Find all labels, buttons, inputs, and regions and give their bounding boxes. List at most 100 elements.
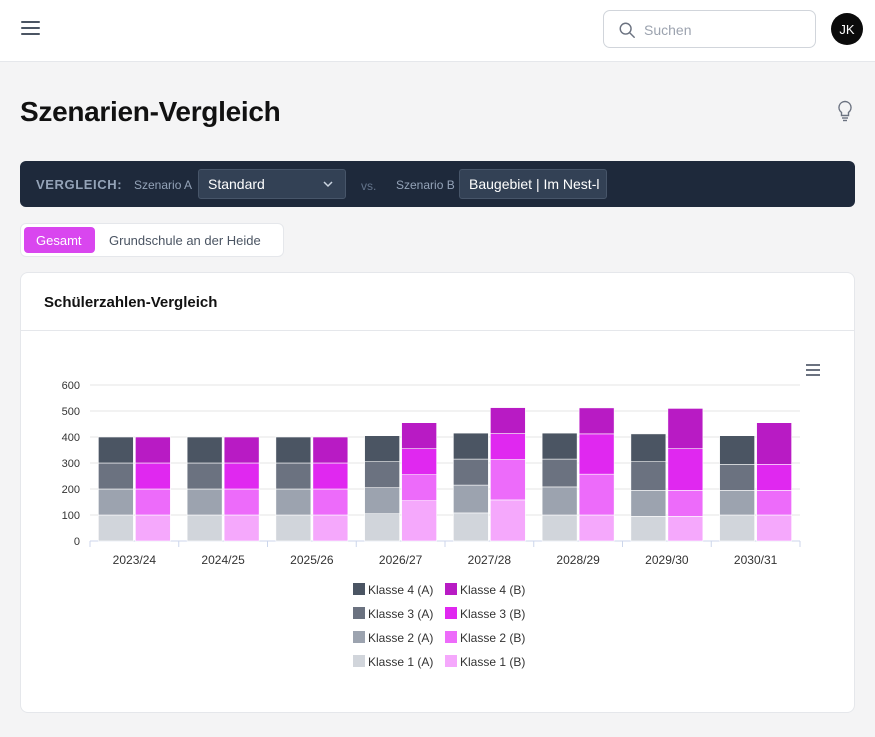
school-tabs: Gesamt Grundschule an der Heide [20,223,284,257]
bar-segment [453,432,489,460]
x-tick-label: 2025/26 [290,553,334,567]
bar-segment [401,422,437,449]
legend-swatch [445,583,457,595]
x-tick-label: 2024/25 [201,553,245,567]
vs-label: vs. [361,179,377,193]
legend-item: Klasse 2 (B) [460,631,525,645]
scenario-b-select[interactable]: Baugebiet | Im Nest-l [459,169,607,199]
bar-segment [312,488,349,516]
bar-segment [578,433,615,475]
bar-segment [630,516,667,542]
legend-item: Klasse 4 (B) [460,583,525,597]
avatar[interactable]: JK [831,13,863,45]
bar-segment [186,514,223,542]
bar-segment [364,435,400,462]
bar-segment [667,448,704,491]
bar-segment [719,464,755,491]
bar-segment [135,514,171,542]
bar-segment [541,458,578,488]
tab-grundschule-an-der-heide[interactable]: Grundschule an der Heide [109,233,261,248]
bar-segment [490,499,526,542]
x-tick-label: 2030/31 [734,553,778,567]
legend-swatch [445,631,457,643]
bar-segment [541,486,578,516]
bar-segment [630,490,667,517]
bar-segment [719,514,755,542]
bar-segment [223,488,260,516]
bar-segment [186,436,223,464]
tab-gesamt[interactable]: Gesamt [24,227,95,253]
legend-swatch [353,631,365,643]
bar-segment [667,490,704,517]
bar-segment [312,514,349,542]
x-tick-label: 2026/27 [379,553,423,567]
legend-item: Klasse 2 (A) [368,631,433,645]
bar-segment [630,433,667,463]
chart-menu-icon[interactable] [806,364,820,376]
bar-segment [98,436,134,464]
bar-segment [719,435,755,465]
legend-swatch [353,583,365,595]
bar-segment [312,436,349,464]
top-bar: JK [0,0,875,62]
bar-segment [630,461,667,491]
comparison-label: VERGLEICH: [36,177,123,192]
bar-segment [135,488,171,516]
legend-swatch [445,655,457,667]
bar-segment [667,408,704,449]
bar-segment [578,514,615,542]
scenario-a-label: Szenario A [134,178,193,192]
legend-swatch [445,607,457,619]
bar-segment [223,436,260,464]
legend-item: Klasse 3 (A) [368,607,433,621]
search-input[interactable] [644,19,804,41]
bar-segment [98,514,134,542]
bar-segment [275,514,312,542]
legend-item: Klasse 4 (A) [368,583,433,597]
bar-segment [186,462,223,490]
bar-segment [364,461,400,488]
scenario-a-select[interactable]: Standard [198,169,346,199]
search-icon [619,22,635,38]
bar-segment [541,514,578,542]
bar-segment [98,462,134,490]
divider [21,330,854,331]
lightbulb-icon[interactable] [836,100,854,122]
x-tick-label: 2023/24 [113,553,157,567]
y-tick-label: 200 [62,484,80,496]
chevron-down-icon [323,181,333,188]
student-numbers-chart: 0 100 200 300 400 500 600 2023/24 2024/25 2025/26… [62,380,801,669]
bar-segment [364,513,400,542]
comparison-bar: VERGLEICH: Szenario A Standard vs. Szena… [20,161,855,207]
bar-segment [453,458,489,486]
bar-segment [756,514,792,542]
legend-item: Klasse 3 (B) [460,607,525,621]
scenario-a-value: Standard [208,176,265,192]
bar-segment [275,436,312,464]
x-tick-label: 2028/29 [556,553,600,567]
y-tick-label: 100 [62,510,80,522]
bar-segment [541,432,578,460]
bar-segment [719,490,755,516]
y-tick-label: 600 [62,380,80,392]
bar-segment [756,464,792,491]
bar-segment [401,474,437,501]
bar-segment [186,488,223,516]
search-box[interactable] [603,10,816,48]
card-title: Schülerzahlen-Vergleich [44,294,218,311]
legend-swatch [353,607,365,619]
bar-segment [578,473,615,516]
bar-segment [401,500,437,542]
bar-segment [135,462,171,490]
bar-segment [223,514,260,542]
bar-segment [98,488,134,516]
bar-segment [756,422,792,465]
y-tick-label: 500 [62,406,80,418]
bar-segment [223,462,260,490]
menu-icon[interactable] [21,21,40,37]
bar-segment [275,462,312,490]
scenario-b-value: Baugebiet | Im Nest-l [469,176,600,192]
page-title: Szenarien-Vergleich [20,96,281,127]
legend-swatch [353,655,365,667]
bar-segment [667,516,704,542]
